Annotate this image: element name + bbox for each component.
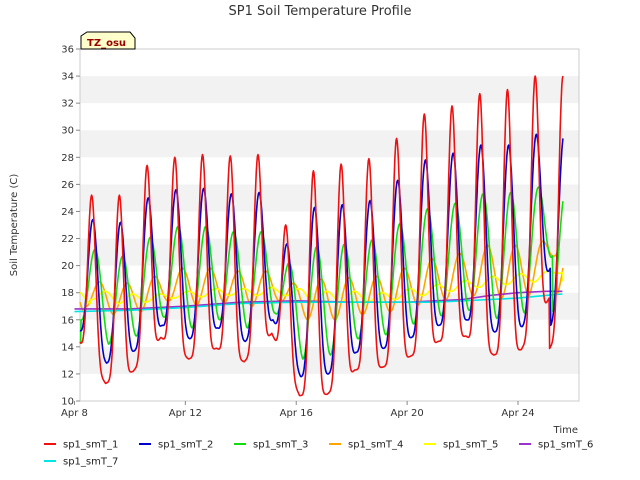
x-tick-label: Apr 24 xyxy=(501,408,534,419)
grid-band xyxy=(80,157,579,185)
legend-item-sp1-smT-1: sp1_smT_1 xyxy=(44,440,118,451)
legend-label: sp1_smT_1 xyxy=(63,440,118,451)
y-tick-label: 36 xyxy=(61,45,74,56)
x-tick-label: Apr 20 xyxy=(391,408,424,419)
legend: sp1_smT_1 sp1_smT_2 sp1_smT_3 sp1_smT_4 sp1_… xyxy=(44,440,593,468)
grid-band xyxy=(80,373,579,401)
x-tick-label: Apr 12 xyxy=(169,408,202,419)
y-tick-label: 26 xyxy=(61,180,74,191)
station-badge: TZ_osu xyxy=(80,31,136,50)
x-ticks: Apr 8 Apr 12 Apr 16 Apr 20 Apr 24 xyxy=(61,401,535,419)
grid-band xyxy=(80,238,579,266)
legend-label: sp1_smT_6 xyxy=(538,440,593,451)
grid-band xyxy=(80,319,579,347)
x-tick-label: Apr 8 xyxy=(61,408,88,419)
grid-band xyxy=(80,103,579,131)
grid-band xyxy=(80,49,579,77)
y-tick-label: 18 xyxy=(61,288,74,299)
y-tick-label: 20 xyxy=(61,261,74,272)
legend-label: sp1_smT_4 xyxy=(348,440,403,451)
y-tick-label: 34 xyxy=(61,72,74,83)
legend-label: sp1_smT_2 xyxy=(158,440,213,451)
grid-band xyxy=(80,211,579,239)
chart-title: SP1 Soil Temperature Profile xyxy=(229,4,412,19)
badge-label: TZ_osu xyxy=(87,38,126,49)
y-axis-label: Soil Temperature (C) xyxy=(9,174,20,277)
x-axis-label: Time xyxy=(553,425,578,436)
legend-item-sp1-smT-2: sp1_smT_2 xyxy=(139,440,213,451)
x-tick-label: Apr 16 xyxy=(280,408,313,419)
y-tick-label: 24 xyxy=(61,207,74,218)
legend-item-sp1-smT-5: sp1_smT_5 xyxy=(424,440,498,451)
legend-item-sp1-smT-6: sp1_smT_6 xyxy=(519,440,593,451)
y-tick-label: 16 xyxy=(61,315,74,326)
series-lines xyxy=(74,75,564,397)
grid-bands xyxy=(80,49,579,401)
series-line-sp1-smT-1 xyxy=(79,75,564,397)
legend-item-sp1-smT-3: sp1_smT_3 xyxy=(234,440,308,451)
y-tick-label: 12 xyxy=(61,369,74,380)
y-tick-label: 30 xyxy=(61,126,74,137)
y-tick-label: 10 xyxy=(61,397,74,408)
plot-frame xyxy=(79,48,580,402)
y-tick-label: 14 xyxy=(61,342,74,353)
series-line-sp1-smT-7 xyxy=(74,293,563,313)
grid-band xyxy=(80,130,579,158)
y-tick-label: 28 xyxy=(61,153,74,164)
legend-item-sp1-smT-7: sp1_smT_7 xyxy=(44,457,118,468)
legend-label: sp1_smT_5 xyxy=(443,440,498,451)
y-tick-label: 22 xyxy=(61,234,74,245)
legend-label: sp1_smT_7 xyxy=(63,457,118,468)
grid-band xyxy=(80,76,579,104)
y-tick-label: 32 xyxy=(61,99,74,110)
grid-band xyxy=(80,184,579,212)
y-ticks: 10 12 14 16 18 20 22 24 26 28 30 32 34 36 xyxy=(61,45,80,408)
series-line-sp1-smT-3 xyxy=(79,186,564,360)
legend-label: sp1_smT_3 xyxy=(253,440,308,451)
series-line-sp1-smT-5 xyxy=(79,270,564,305)
legend-item-sp1-smT-4: sp1_smT_4 xyxy=(329,440,403,451)
badge-box xyxy=(80,31,136,50)
